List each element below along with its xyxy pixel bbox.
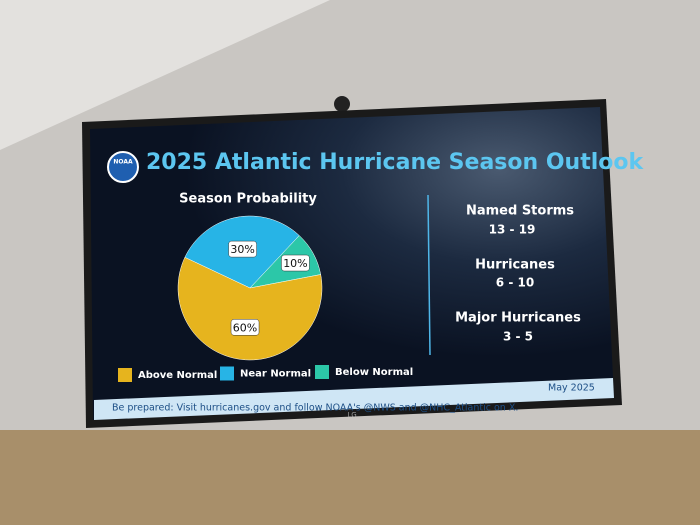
wall-panel bbox=[0, 430, 700, 525]
noaa-logo bbox=[107, 151, 139, 183]
mount bbox=[334, 96, 350, 112]
legend-swatch bbox=[315, 365, 329, 379]
label-box bbox=[230, 319, 260, 336]
legend-label: Below Normal bbox=[335, 367, 413, 378]
divider bbox=[427, 194, 431, 356]
stat-label: Named Storms bbox=[466, 204, 574, 219]
title: 2025 Atlantic Hurricane Season Outlook bbox=[146, 150, 644, 175]
stat-value: 6 - 10 bbox=[496, 276, 534, 290]
footer-date: May 2025 bbox=[548, 383, 595, 394]
stat-value: 3 - 5 bbox=[503, 330, 533, 344]
label-box bbox=[281, 254, 310, 272]
data-label: 30% bbox=[230, 243, 254, 256]
stat-label: Hurricanes bbox=[475, 258, 555, 273]
footer-bar bbox=[94, 378, 614, 420]
data-label: 10% bbox=[283, 257, 307, 270]
legend-swatch bbox=[220, 366, 234, 381]
stat-label: Major Hurricanes bbox=[455, 311, 581, 326]
legend-label: Near Normal bbox=[240, 369, 311, 380]
data-label: 60% bbox=[233, 321, 257, 334]
stat-value: 13 - 19 bbox=[489, 223, 536, 237]
label-box bbox=[228, 240, 257, 258]
footer-message: Be prepared: Visit hurricanes.gov and fo… bbox=[112, 403, 518, 414]
brand: LG bbox=[347, 411, 356, 419]
legend-label: Above Normal bbox=[138, 370, 217, 381]
chart-title: Season Probability bbox=[179, 192, 317, 207]
logo-text: NOAA bbox=[113, 159, 133, 166]
ceiling bbox=[0, 0, 330, 150]
pie-slice bbox=[177, 257, 323, 361]
legend-swatch bbox=[118, 368, 132, 382]
